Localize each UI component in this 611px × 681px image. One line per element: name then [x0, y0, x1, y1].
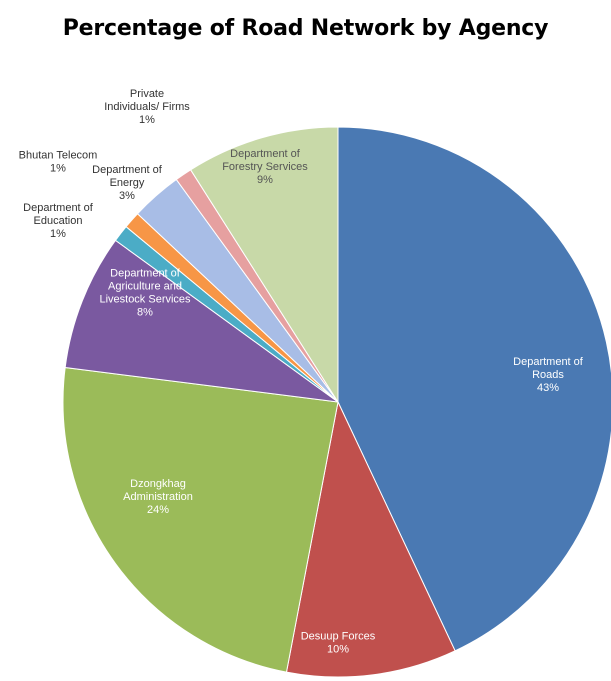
slice-label-text: Dzongkhag Administration 24% — [123, 478, 193, 516]
slice-label-text: Department of Education 1% — [23, 202, 94, 240]
slice-label-text: Desuup Forces 10% — [301, 631, 376, 656]
pie-slice-desuup-forces — [285, 400, 456, 678]
slice-label-text: Private Individuals/ Firms 1% — [104, 88, 190, 126]
pie-slice-department-of-forestry-services — [189, 126, 339, 404]
slice-label-bhutan-telecom: Bhutan Telecom 1% — [19, 150, 98, 175]
slice-value-label: 8% — [137, 307, 153, 319]
slice-label-desuup-forces: Desuup Forces 10% — [301, 631, 376, 656]
slice-value-label: 24% — [147, 504, 169, 516]
slice-label-dzongkhag-administration: Dzongkhag Administration 24% — [123, 478, 193, 516]
slice-label-text: Department of Roads 43% — [513, 356, 584, 394]
slice-value-label: 10% — [327, 644, 349, 656]
slice-label-text: Bhutan Telecom 1% — [19, 150, 98, 175]
slice-label-private-individuals-firms: Private Individuals/ Firms 1% — [104, 88, 190, 126]
pie-slice-department-of-roads — [337, 126, 611, 652]
slice-value-label: 1% — [50, 228, 66, 240]
slice-value-label: 1% — [139, 114, 155, 126]
pie-slice-dzongkhag-administration — [62, 366, 339, 673]
chart-title: Percentage of Road Network by Agency — [62, 16, 549, 41]
slice-value-label: 3% — [119, 190, 135, 202]
slice-label-department-of-education: Department of Education 1% — [23, 202, 94, 240]
slice-label-text: Department of Agriculture and Livestock Se… — [99, 268, 191, 319]
slice-label-text: Department of Energy 3% — [92, 164, 163, 202]
slice-label-department-of-energy: Department of Energy 3% — [92, 164, 163, 202]
pie-slice-department-of-agriculture-and-livestock-services — [64, 239, 339, 403]
slice-label-department-of-roads: Department of Roads 43% — [513, 356, 584, 394]
slice-label-text: Department of Forestry Services 9% — [222, 148, 308, 186]
slice-value-label: 9% — [257, 174, 273, 186]
slice-label-department-of-agriculture-and-livestock-services: Department of Agriculture and Livestock Se… — [99, 268, 191, 319]
slice-value-label: 43% — [537, 382, 559, 394]
slice-value-label: 1% — [50, 163, 66, 175]
slice-label-department-of-forestry-services: Department of Forestry Services 9% — [222, 148, 308, 186]
